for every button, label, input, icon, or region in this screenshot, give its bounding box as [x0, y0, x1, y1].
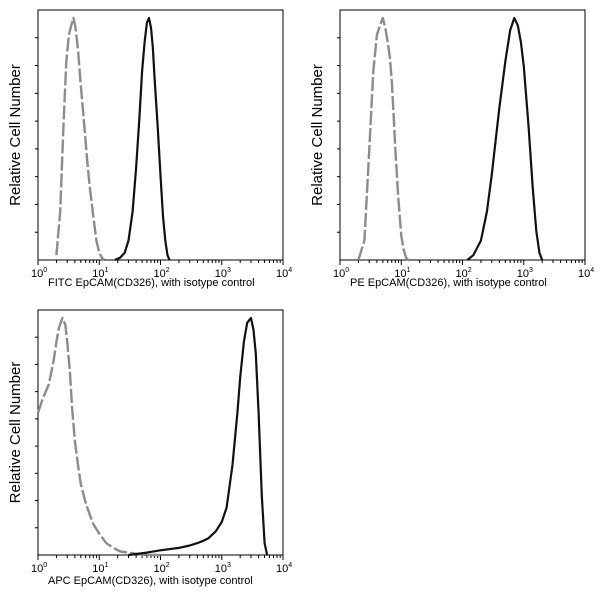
x-tick-label: 103	[215, 562, 231, 575]
isotype-control-line	[36, 316, 161, 557]
x-axis-label: PE EpCAM(CD326), with isotype control	[350, 277, 547, 289]
histogram-panel-2: 100 101 102 103 104 PE EpCAM(CD326), with iso…	[309, 9, 594, 289]
x-axis-label: APC EpCAM(CD326), with isotype control	[48, 575, 253, 587]
x-tick-label: 101	[394, 267, 410, 280]
epcam-histogram-line	[114, 16, 171, 262]
x-tick-label: 102	[154, 267, 170, 280]
x-tick-label: 104	[276, 562, 292, 575]
x-tick-label: 104	[578, 267, 594, 280]
x-tick-label: 101	[92, 267, 108, 280]
y-axis-label: Relative Cell Number	[7, 64, 24, 206]
histogram-panel-3: 100 101 102 103 104 APC EpCAM(CD326), with is…	[7, 309, 292, 587]
epcam-histogram-line	[466, 16, 544, 261]
histogram-panel-1: 100 101 102 103 104 FITC EpCAM(CD326), with i…	[7, 9, 292, 289]
x-tick-label: 100	[31, 562, 47, 575]
y-axis-label: Relative Cell Number	[309, 64, 326, 206]
x-tick-label: 102	[456, 267, 472, 280]
x-tick-label: 100	[333, 267, 349, 280]
epcam-histogram-line	[128, 316, 269, 557]
x-tick-label: 103	[517, 267, 533, 280]
plot-frame	[37, 9, 284, 261]
x-tick-label: 102	[154, 562, 170, 575]
isotype-control-line	[357, 16, 411, 262]
x-axis-label: FITC EpCAM(CD326), with isotype control	[48, 277, 255, 289]
x-tick-label: 101	[92, 562, 108, 575]
isotype-control-line	[55, 16, 105, 261]
x-tick-label: 100	[31, 267, 47, 280]
y-axis-label: Relative Cell Number	[7, 362, 24, 504]
x-tick-label: 103	[215, 267, 231, 280]
x-tick-label: 104	[276, 267, 292, 280]
